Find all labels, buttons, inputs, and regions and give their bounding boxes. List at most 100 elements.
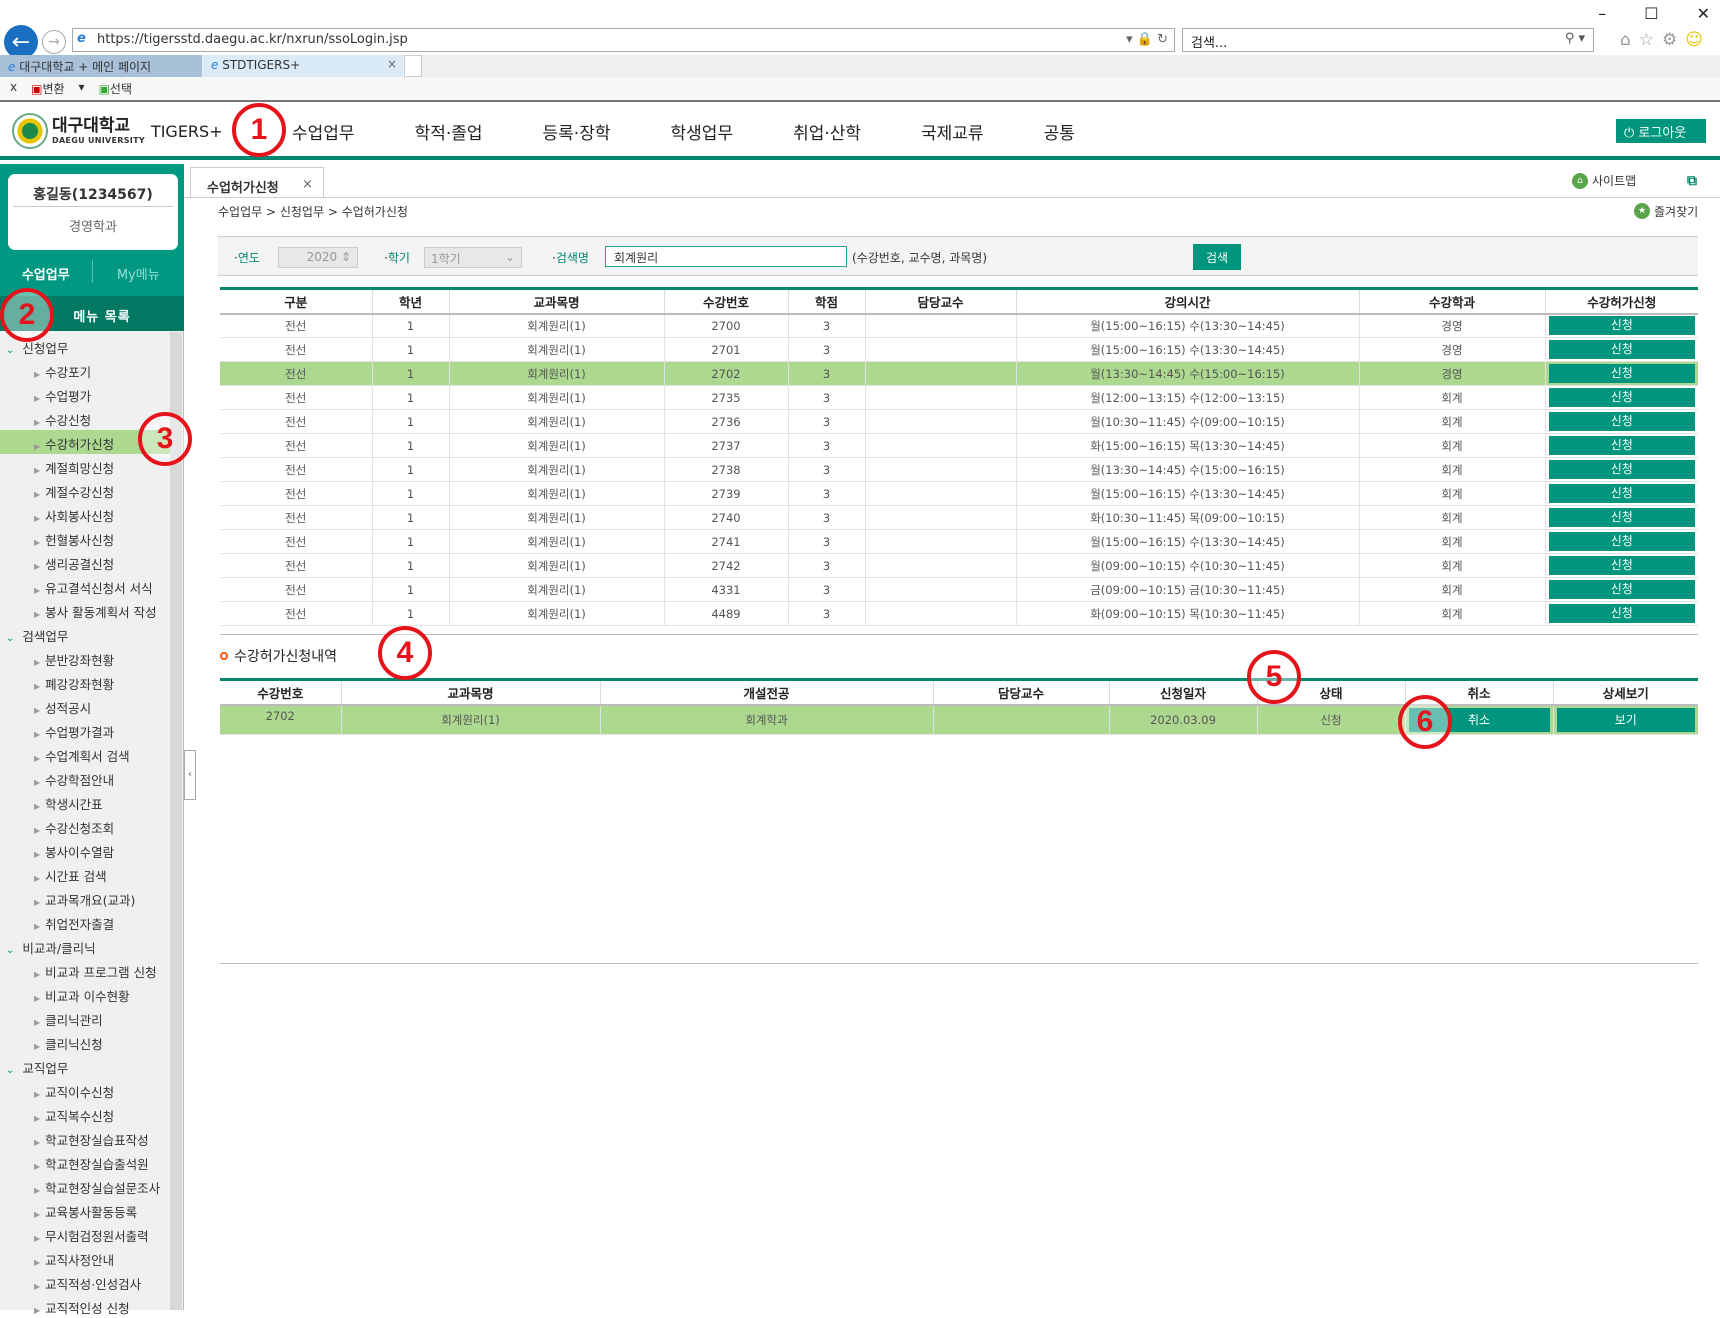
menu-item[interactable]: ▶ 교육봉사활동등록	[0, 1198, 172, 1222]
menu-item[interactable]: ▶ 교과목개요(교과)	[0, 886, 172, 910]
menu-item[interactable]: ▶ 학교현장실습표작성	[0, 1126, 172, 1150]
menu-group[interactable]: ⌄ 검색업무	[0, 622, 172, 646]
nav-common[interactable]: 공통	[1043, 124, 1075, 144]
convert-dropdown[interactable]: ▾	[78, 80, 85, 94]
menu-item[interactable]: ▶ 교직적인성 신청	[0, 1294, 172, 1318]
menu-item[interactable]: ▶ 수업평가	[0, 382, 172, 406]
address-bar[interactable]: e https://tigersstd.daegu.ac.kr/nxrun/sso…	[72, 28, 1175, 52]
menu-item[interactable]: ▶ 수업계획서 검색	[0, 742, 172, 766]
menu-group[interactable]: ⌄ 비교과/클리닉	[0, 934, 172, 958]
apply-button[interactable]: 신청	[1548, 316, 1695, 336]
forward-button[interactable]: →	[42, 30, 66, 54]
menu-item[interactable]: ▶ 수강신청	[0, 406, 172, 430]
course-row[interactable]: 전선 1 회계원리(1) 2737 3 화(15:00~16:15) 목(13:30~14…	[220, 433, 1698, 458]
nav-international[interactable]: 국제교류	[921, 124, 984, 144]
sidebar-tab-class[interactable]: 수업업무	[0, 260, 93, 283]
menu-item[interactable]: ▶ 무시험검정원서출력	[0, 1222, 172, 1246]
new-tab-button[interactable]	[404, 55, 422, 77]
nav-class[interactable]: 수업업무	[292, 124, 355, 144]
apply-button[interactable]: 신청	[1548, 484, 1695, 503]
menu-item[interactable]: ▶ 계절희망신청	[0, 454, 172, 478]
course-row[interactable]: 전선 1 회계원리(1) 2742 3 월(09:00~10:15) 수(10:30~11…	[220, 553, 1698, 578]
course-row[interactable]: 전선 1 회계원리(1) 2701 3 월(15:00~16:15) 수(13:30~14…	[220, 337, 1698, 362]
course-row[interactable]: 전선 1 회계원리(1) 2739 3 월(15:00~16:15) 수(13:30~14…	[220, 481, 1698, 506]
search-icon[interactable]: ⚲ ▾	[1564, 31, 1585, 46]
nav-employment[interactable]: 취업·산학	[793, 124, 862, 144]
nav-registration[interactable]: 등록·장학	[542, 124, 611, 144]
sitemap-link[interactable]: ⌂ 사이트맵	[1572, 172, 1636, 189]
apply-button[interactable]: 신청	[1548, 412, 1695, 431]
apply-button[interactable]: 신청	[1548, 460, 1695, 479]
apply-button[interactable]: 신청	[1548, 556, 1695, 575]
menu-item[interactable]: ▶ 수업평가결과	[0, 718, 172, 742]
menu-item[interactable]: ▶ 수강학점안내	[0, 766, 172, 790]
apply-button[interactable]: 신청	[1548, 532, 1695, 551]
menu-item[interactable]: ▶ 학교현장실습출석원	[0, 1150, 172, 1174]
collapse-sidebar-button[interactable]: ‹	[184, 750, 196, 800]
menu-item[interactable]: ▶ 성적공시	[0, 694, 172, 718]
course-row[interactable]: 전선 1 회계원리(1) 2702 3 월(13:30~14:45) 수(15:00~16…	[220, 361, 1698, 386]
university-logo[interactable]: 대구대학교 DAEGU UNIVERSITY TIGERS+	[12, 113, 223, 149]
view-detail-button[interactable]: 보기	[1556, 707, 1695, 732]
menu-group[interactable]: ⌄ 신청업무	[0, 334, 172, 358]
close-window-button[interactable]: ✕	[1696, 4, 1710, 23]
home-icon[interactable]: ⌂	[1620, 30, 1631, 50]
nav-student[interactable]: 학생업무	[670, 124, 734, 144]
sidebar-scrollbar[interactable]	[170, 332, 182, 1310]
course-row[interactable]: 전선 1 회계원리(1) 4331 3 금(09:00~10:15) 금(10:30~11…	[220, 577, 1698, 602]
convert-button[interactable]: ▣변환	[31, 80, 64, 97]
menu-item[interactable]: ▶ 폐강강좌현황	[0, 670, 172, 694]
menu-item[interactable]: ▶ 봉사이수열람	[0, 838, 172, 862]
menu-item[interactable]: ▶ 클리닉관리	[0, 1006, 172, 1030]
star-icon[interactable]: ☆	[1638, 30, 1655, 50]
menu-item[interactable]: ▶ 비교과 이수현황	[0, 982, 172, 1006]
browser-tab-stdtigers[interactable]: e STDTIGERS+ ×	[203, 55, 403, 77]
year-stepper[interactable]: 2020 ⇕	[278, 247, 358, 268]
menu-item[interactable]: ▶ 봉사 활동계획서 작성	[0, 598, 172, 622]
gear-icon[interactable]: ⚙	[1662, 30, 1678, 50]
menu-item[interactable]: ▶ 비교과 프로그램 신청	[0, 958, 172, 982]
menu-item[interactable]: ▶ 생리공결신청	[0, 550, 172, 574]
lock-refresh-icon[interactable]: ▾ 🔒 ↻	[1126, 32, 1168, 47]
menu-item[interactable]: ▶ 교직적성·인성검사	[0, 1270, 172, 1294]
search-button[interactable]: 검색	[1193, 244, 1241, 270]
course-row[interactable]: 전선 1 회계원리(1) 2700 3 월(15:00~16:15) 수(13:30~14…	[220, 313, 1698, 338]
minimize-button[interactable]: –	[1598, 4, 1607, 23]
course-row[interactable]: 전선 1 회계원리(1) 2738 3 월(13:30~14:45) 수(15:00~16…	[220, 457, 1698, 482]
maximize-button[interactable]: ☐	[1644, 4, 1659, 23]
page-tab[interactable]: 수업허가신청 ×	[190, 167, 324, 198]
menu-item[interactable]: ▶ 헌혈봉사신청	[0, 526, 172, 550]
menu-item[interactable]: ▶ 사회봉사신청	[0, 502, 172, 526]
course-row[interactable]: 전선 1 회계원리(1) 2740 3 화(10:30~11:45) 목(09:00~10…	[220, 505, 1698, 530]
favorites-link[interactable]: ★ 즐겨찾기	[1634, 203, 1698, 220]
course-row[interactable]: 전선 1 회계원리(1) 2736 3 월(10:30~11:45) 수(09:00~10…	[220, 409, 1698, 434]
menu-item[interactable]: ▶ 교직복수신청	[0, 1102, 172, 1126]
menu-item[interactable]: ▶ 클리닉신청	[0, 1030, 172, 1054]
apply-button[interactable]: 신청	[1548, 364, 1695, 383]
menu-item[interactable]: ▶ 취업전자출결	[0, 910, 172, 934]
smiley-icon[interactable]: ☺	[1685, 30, 1704, 50]
sidebar-tab-mymenu[interactable]: My메뉴	[116, 268, 160, 283]
new-window-icon[interactable]: ⧉	[1687, 173, 1697, 189]
back-button[interactable]: ←	[4, 25, 38, 59]
menu-group[interactable]: ⌄ 교직업무	[0, 1054, 172, 1078]
search-input[interactable]: 회계원리	[605, 246, 847, 267]
apply-button[interactable]: 신청	[1548, 340, 1695, 359]
menu-item[interactable]: ▶ 교직이수신청	[0, 1078, 172, 1102]
close-bar-button[interactable]: x	[10, 80, 18, 94]
menu-item[interactable]: ▶ 수강포기	[0, 358, 172, 382]
browser-search-input[interactable]: 검색... ⚲ ▾	[1182, 28, 1594, 52]
menu-item[interactable]: ▶ 교직사정안내	[0, 1246, 172, 1270]
term-select[interactable]: 1학기 ⌄	[424, 247, 522, 268]
apply-button[interactable]: 신청	[1548, 580, 1695, 599]
select-button[interactable]: ▣선택	[99, 80, 132, 97]
menu-item[interactable]: ▶ 분반강좌현황	[0, 646, 172, 670]
logout-button[interactable]: ⏻ 로그아웃	[1616, 119, 1706, 143]
close-tab-icon[interactable]: ×	[386, 57, 397, 71]
menu-item[interactable]: ▶ 시간표 검색	[0, 862, 172, 886]
apply-button[interactable]: 신청	[1548, 604, 1695, 623]
menu-item[interactable]: ▶ 학교현장실습설문조사	[0, 1174, 172, 1198]
apply-button[interactable]: 신청	[1548, 388, 1695, 407]
nav-academic[interactable]: 학적·졸업	[414, 124, 483, 144]
menu-item[interactable]: ▶ 유고결석신청서 서식	[0, 574, 172, 598]
